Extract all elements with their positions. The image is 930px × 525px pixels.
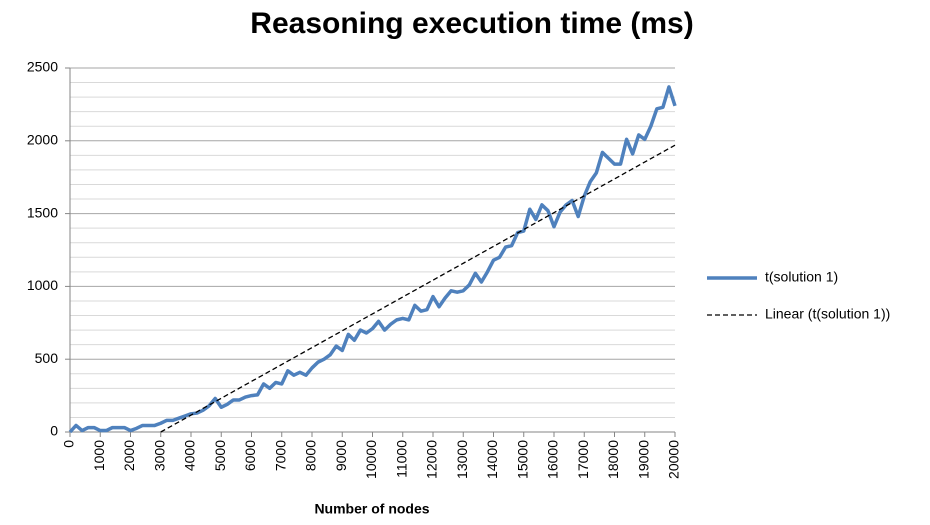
x-tick-label: 2000 — [121, 440, 137, 471]
y-tick-label: 1000 — [27, 277, 58, 293]
x-tick-label: 1000 — [91, 440, 107, 471]
x-tick-label: 5000 — [212, 440, 228, 471]
x-tick-label: 14000 — [484, 440, 500, 479]
y-tick-label: 2500 — [27, 59, 58, 75]
x-tick-label: 18000 — [605, 440, 621, 479]
x-tick-label: 16000 — [545, 440, 561, 479]
x-tick-label: 9000 — [333, 440, 349, 471]
x-tick-label: 17000 — [575, 440, 591, 479]
x-tick-label: 11000 — [393, 440, 409, 478]
trend-line — [160, 144, 676, 433]
x-tick-label: 20000 — [666, 440, 682, 479]
x-tick-label: 12000 — [424, 440, 440, 479]
legend-label: t(solution 1) — [765, 269, 838, 285]
x-axis-title: Number of nodes — [314, 501, 429, 517]
y-tick-label: 500 — [35, 350, 59, 366]
legend-label: Linear (t(solution 1)) — [765, 306, 890, 322]
series-line — [68, 85, 677, 434]
y-tick-label: 0 — [50, 423, 58, 439]
x-tick-label: 4000 — [182, 440, 198, 471]
x-tick-label: 6000 — [242, 440, 258, 471]
y-tick-label: 2000 — [27, 132, 58, 148]
x-tick-label: 7000 — [272, 440, 288, 471]
x-tick-label: 15000 — [514, 440, 530, 479]
x-tick-label: 0 — [61, 440, 77, 448]
x-tick-label: 8000 — [303, 440, 319, 471]
y-tick-label: 1500 — [27, 204, 58, 220]
x-tick-label: 10000 — [363, 440, 379, 479]
x-tick-label: 3000 — [151, 440, 167, 471]
chart-title: Reasoning execution time (ms) — [250, 7, 693, 40]
x-tick-label: 19000 — [635, 440, 651, 479]
x-tick-label: 13000 — [454, 440, 470, 479]
